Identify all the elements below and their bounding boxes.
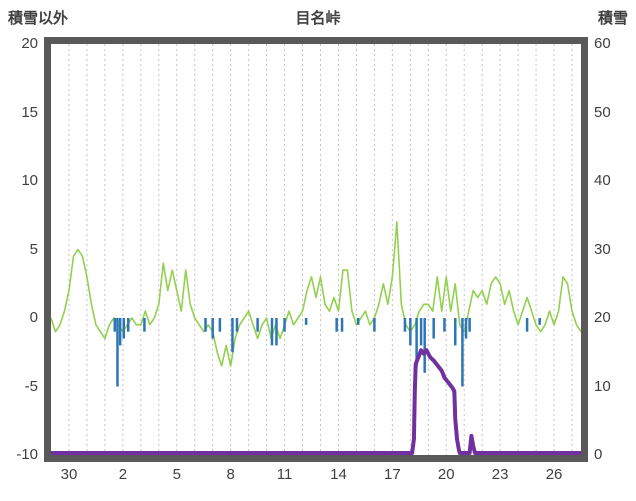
left-tick-label: -10 xyxy=(16,446,38,463)
plot-frame xyxy=(44,37,588,462)
x-tick-label: 2 xyxy=(118,466,128,483)
right-tick-label: 50 xyxy=(594,103,611,121)
left-axis-title: 積雪以外 xyxy=(8,10,69,27)
right-tick-label: 20 xyxy=(594,309,611,326)
x-tick-label: 5 xyxy=(172,466,181,483)
left-tick-label: 10 xyxy=(21,172,38,189)
x-tick-label: 17 xyxy=(384,466,401,483)
right-tick-label: 40 xyxy=(594,172,611,189)
right-tick-label: 30 xyxy=(594,240,611,258)
purple_snow_depth_line xyxy=(51,348,581,455)
x-tick-label: 26 xyxy=(545,466,563,483)
x-tick-label: 11 xyxy=(276,466,293,483)
blue_bars xyxy=(113,318,541,387)
left-tick-label: 5 xyxy=(29,240,38,258)
x-tick-label: 8 xyxy=(226,466,235,483)
right-tick-label: 0 xyxy=(594,446,603,463)
x-tick-label: 23 xyxy=(491,466,509,483)
right-tick-label: 10 xyxy=(594,377,611,395)
x-tick-label: 30 xyxy=(60,466,78,483)
chart-canvas xyxy=(51,44,581,455)
right-axis-title: 積雪 xyxy=(597,10,628,27)
left-tick-label: 20 xyxy=(21,35,38,52)
x-tick-label: 14 xyxy=(330,466,347,483)
left-tick-label: 15 xyxy=(21,103,38,121)
left-tick-label: -5 xyxy=(24,377,38,395)
green_line xyxy=(51,221,581,367)
right-tick-label: 60 xyxy=(594,35,611,52)
chart-title: 目名峠 xyxy=(295,10,341,27)
x-tick-label: 20 xyxy=(437,466,455,483)
left-tick-label: 0 xyxy=(29,309,38,326)
